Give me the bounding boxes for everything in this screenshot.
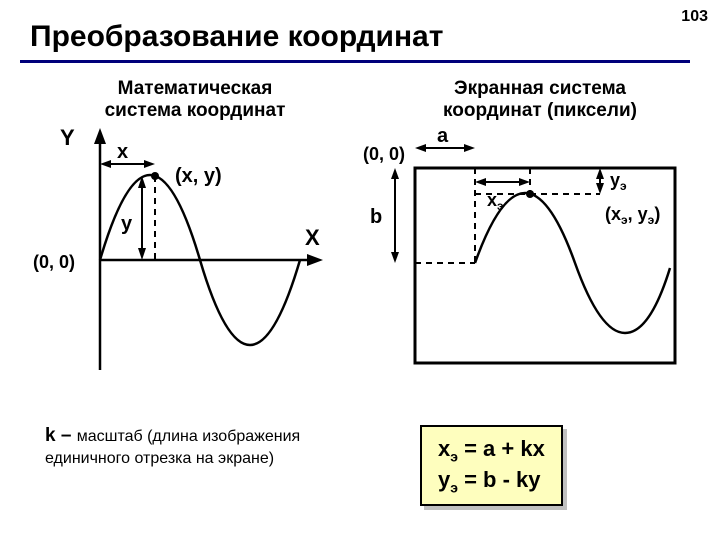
math-coord-diagram: Y X (0, 0) x (x, y) y: [25, 120, 335, 400]
subtitle-screen: Экранная система координат (пиксели): [410, 78, 670, 122]
k-prefix: k –: [45, 425, 77, 446]
svg-text:(xэ, yэ): (xэ, yэ): [605, 204, 660, 227]
svg-text:y: y: [121, 213, 133, 235]
formula-line-1: xэ = a + kx: [438, 435, 545, 466]
svg-text:a: a: [437, 128, 449, 147]
svg-text:x: x: [117, 141, 128, 163]
page-title: Преобразование координат: [30, 20, 443, 54]
f1-post: = a + kx: [458, 436, 545, 461]
scale-description: k – масштаб (длина изображения единичног…: [45, 425, 345, 469]
f2-post: = b - ky: [458, 467, 541, 492]
formula-line-2: yэ = b - ky: [438, 466, 545, 497]
formula-box: xэ = a + kx yэ = b - ky: [420, 425, 563, 506]
screen-coord-diagram: (0, 0) a b xэ yэ (xэ, yэ): [355, 128, 695, 408]
page-number: 103: [681, 8, 708, 26]
svg-text:yэ: yэ: [610, 170, 627, 193]
k-text: масштаб (длина изображения единичного от…: [45, 428, 300, 467]
subtitle-mathematical: Математическая система координат: [85, 78, 305, 122]
svg-text:(0, 0): (0, 0): [33, 252, 75, 272]
title-underline: [20, 60, 690, 63]
f1-sub: э: [450, 448, 458, 464]
svg-text:(x, y): (x, y): [175, 165, 222, 187]
svg-text:Y: Y: [60, 125, 75, 150]
f2-pre: y: [438, 467, 450, 492]
f1-pre: x: [438, 436, 450, 461]
svg-text:b: b: [370, 206, 382, 228]
svg-text:X: X: [305, 225, 320, 250]
svg-text:(0, 0): (0, 0): [363, 144, 405, 164]
f2-sub: э: [450, 479, 458, 495]
